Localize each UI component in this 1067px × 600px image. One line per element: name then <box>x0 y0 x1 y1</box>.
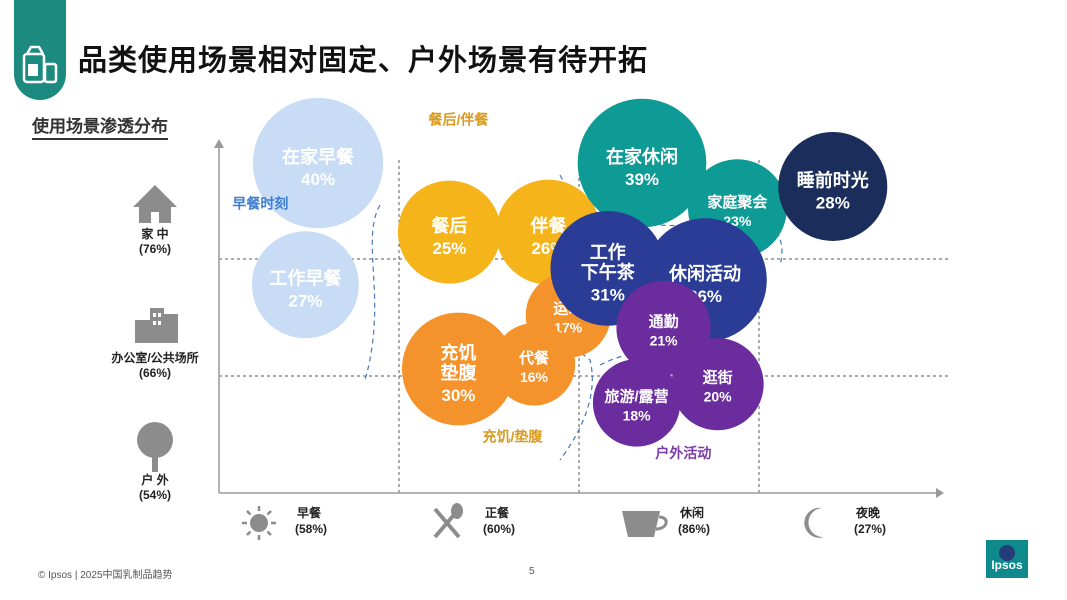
bubble-label-10-0: 休闲活动 <box>668 263 741 284</box>
bubble-value-13: 20% <box>704 389 733 405</box>
window-3 <box>158 321 161 325</box>
bubble-value-14: 18% <box>623 407 652 423</box>
fork-spoon-icon <box>433 503 463 539</box>
moon-shape <box>804 507 824 538</box>
sun-ray-5 <box>246 510 252 516</box>
bubble-label-9-0: 工作 <box>590 241 626 262</box>
chart-subtitle: 使用场景渗透分布 <box>32 112 168 140</box>
x-category-value-3: (27%) <box>854 522 886 536</box>
x-category-value-2: (86%) <box>678 522 710 536</box>
cluster-outline-2 <box>439 344 593 461</box>
bubble-value-5: 30% <box>441 386 475 405</box>
y-category-value-1: (66%) <box>139 366 171 380</box>
house-roof <box>133 185 177 207</box>
x-category-2: 休闲 <box>679 505 704 520</box>
sun-ray-1 <box>266 530 272 536</box>
x-category-0: 早餐 <box>297 505 322 520</box>
cup-handle <box>655 515 668 531</box>
spoon-bowl <box>451 503 463 519</box>
building-a <box>135 320 151 343</box>
cluster-label-1: 餐后/伴餐 <box>427 111 489 127</box>
bubble-value-11: 28% <box>816 193 850 212</box>
bubble-value-12: 21% <box>650 333 679 349</box>
y-category-2: 户 外 <box>141 472 168 487</box>
bubble-label-9-1: 下午茶 <box>581 261 636 282</box>
x-category-1: 正餐 <box>485 505 510 520</box>
cluster-label-0: 早餐时刻 <box>232 196 288 212</box>
bubble-value-0: 40% <box>301 170 335 189</box>
bubble-label-11-0: 睡前时光 <box>797 169 869 190</box>
bubble-label-5-1: 垫腹 <box>440 362 477 383</box>
bubble-value-4: 17% <box>554 320 583 336</box>
bubble-label-13-0: 逛街 <box>703 369 733 387</box>
y-category-value-0: (76%) <box>139 242 171 256</box>
brand-tab <box>14 0 66 100</box>
bubble-7 <box>577 98 707 228</box>
tree-trunk <box>152 452 158 472</box>
bubble-label-7-0: 在家休闲 <box>606 146 678 167</box>
bubble-value-6: 16% <box>520 369 549 385</box>
moon-icon <box>804 507 824 538</box>
house-icon <box>133 185 177 223</box>
footer-copyright: © Ipsos | 2025中国乳制品趋势 <box>38 570 173 581</box>
bubble-0 <box>252 97 384 229</box>
x-category-3: 夜晚 <box>855 505 880 520</box>
y-category-0: 家 中 <box>141 226 168 241</box>
bubble-value-1: 27% <box>288 292 322 311</box>
bubble-value-7: 39% <box>625 170 659 189</box>
building-c <box>163 314 178 343</box>
bubble-1 <box>251 231 359 339</box>
bubble-label-5-0: 充饥 <box>440 342 476 363</box>
bubble-value-2: 25% <box>432 239 466 258</box>
sun-ray-3 <box>246 530 252 536</box>
window-2 <box>153 321 156 325</box>
bubble-2 <box>397 180 501 284</box>
bubble-value-9: 31% <box>591 285 625 304</box>
milk-carton-icon <box>22 45 58 84</box>
cluster-label-2: 充饥/垫腹 <box>482 429 543 445</box>
page-number: 5 <box>529 566 535 577</box>
sun-ray-7 <box>266 510 272 516</box>
cup-body <box>622 511 660 537</box>
window-0 <box>153 313 156 317</box>
building-b <box>150 308 164 343</box>
y-axis-arrow <box>214 139 224 148</box>
bubble-11 <box>778 131 888 241</box>
y-category-1: 办公室/公共场所 <box>111 350 198 365</box>
ipsos-logo: Ipsos <box>986 540 1028 578</box>
bubble-label-6-0: 代餐 <box>518 349 550 367</box>
cluster-outline-0 <box>364 204 381 381</box>
logo-text: Ipsos <box>991 558 1023 572</box>
bubble-6 <box>492 323 576 406</box>
tree-icon <box>137 422 173 472</box>
tree-crown <box>137 422 173 458</box>
page-title: 品类使用场景相对固定、户外场景有待开拓 <box>78 45 649 77</box>
bubble-label-2-0: 餐后 <box>430 215 467 236</box>
window-1 <box>158 313 161 317</box>
bubble-13 <box>671 338 764 431</box>
x-axis-arrow <box>936 488 944 498</box>
buildings-icon <box>135 308 178 343</box>
bubble-label-12-0: 通勤 <box>649 313 679 331</box>
bubble-label-1-0: 工作早餐 <box>269 268 342 289</box>
bubble-14 <box>592 359 681 447</box>
bubble-label-3-0: 伴餐 <box>529 215 567 236</box>
bubble-label-14-0: 旅游/露营 <box>605 387 669 405</box>
coffee-cup-icon <box>622 511 668 537</box>
cluster-label-3: 户外活动 <box>655 445 711 461</box>
x-category-value-0: (58%) <box>295 522 327 536</box>
sun-core <box>250 514 268 532</box>
y-category-value-2: (54%) <box>139 488 171 502</box>
house-door <box>151 212 159 223</box>
bubble-5 <box>401 312 515 426</box>
x-category-value-1: (60%) <box>483 522 515 536</box>
bubble-label-8-0: 家庭聚会 <box>707 193 767 211</box>
sun-icon <box>242 506 276 540</box>
bubble-label-0-0: 在家早餐 <box>282 146 355 167</box>
